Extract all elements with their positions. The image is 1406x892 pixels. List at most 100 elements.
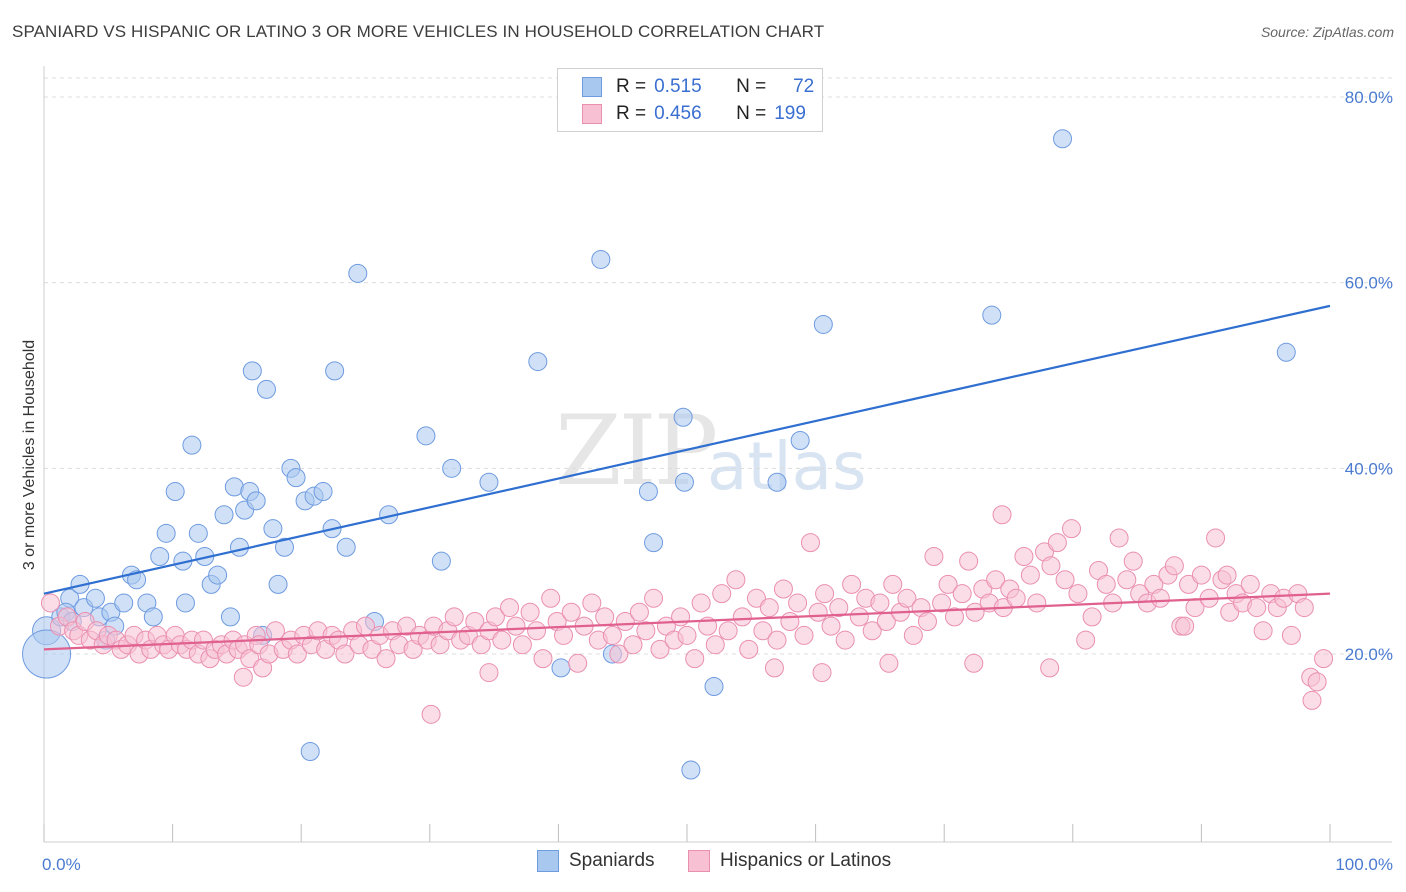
data-point [268,574,288,594]
data-point [732,607,752,627]
data-point [325,361,345,381]
data-point [842,574,862,594]
data-point [986,570,1006,590]
data-point [1179,574,1199,594]
x-tick-label: 100.0% [1335,855,1393,874]
data-point [615,612,635,632]
trend-lines [43,304,1331,651]
y-tick-label: 80.0% [1345,88,1393,107]
data-point [348,263,368,283]
data-point [964,653,984,673]
source-credit: Source: ZipAtlas.com [1260,24,1394,40]
data-point [849,607,869,627]
legend-n-value: 199 [774,103,806,124]
legend-row-spaniards: R = 0.515 N = 72 [582,75,814,99]
data-point [1047,533,1067,553]
legend-r-value: 0.456 [654,103,702,124]
data-point [992,505,1012,525]
data-point [712,584,732,604]
data-point [595,607,615,627]
data-point [1302,690,1322,710]
data-point [127,570,147,590]
data-point [421,704,441,724]
data-point [313,482,333,502]
data-point [444,607,464,627]
legend-row-hispanics: R = 0.456 N = 199 [582,102,814,126]
data-point [780,612,800,632]
data-point [220,607,240,627]
data-point [705,635,725,655]
data-point [335,644,355,664]
data-point [485,607,505,627]
axes [43,66,1392,843]
data-point [636,621,656,641]
data-point [492,630,512,650]
data-point [175,593,195,613]
x-tick-labels: 0.0% 100.0% [42,855,1393,874]
data-point [674,472,694,492]
data-point [1150,588,1170,608]
data-point [397,616,417,636]
data-point [582,593,602,613]
data-point [287,644,307,664]
data-point [739,639,759,659]
data-point [815,584,835,604]
data-point [677,625,697,645]
data-point [431,551,451,571]
legend-n-label: N = [736,103,767,124]
data-point [143,607,163,627]
data-point [554,625,574,645]
data-point [1117,570,1137,590]
data-point [150,547,170,567]
data-point [506,616,526,636]
data-point [982,305,1002,325]
data-point [591,249,611,269]
data-point [944,607,964,627]
data-point [767,472,787,492]
data-point [256,379,276,399]
data-point [1191,565,1211,585]
data-point [182,435,202,455]
legend-r-value: 0.515 [654,76,702,97]
legend-r-label: R = [616,76,647,97]
data-point [1253,621,1273,641]
data-point [214,505,234,525]
data-point [671,607,691,627]
data-point [681,760,701,780]
legend-label-spaniards: Spaniards [569,850,655,871]
data-point [952,584,972,604]
data-point [1055,570,1075,590]
data-point [829,598,849,618]
data-point [883,574,903,594]
y-tick-labels: 80.0% 60.0% 40.0% 20.0% [1345,88,1393,664]
data-point [561,602,581,622]
data-point [442,458,462,478]
data-point [924,547,944,567]
data-point [644,588,664,608]
data-point [242,361,262,381]
data-point [903,625,923,645]
data-point [767,630,787,650]
data-point [520,602,540,622]
data-point [812,663,832,683]
data-point [938,574,958,594]
data-point [263,519,283,539]
legend-n-value: 72 [793,76,815,97]
data-point [1164,556,1184,576]
data-point [897,588,917,608]
data-point [932,593,952,613]
data-point [528,352,548,372]
legend-swatch-hispanics [688,850,710,872]
legend-r-label: R = [616,103,647,124]
data-point [1040,658,1060,678]
data-point [1020,565,1040,585]
data-point [416,426,436,446]
data-point [265,621,285,641]
data-point [753,621,773,641]
legend-swatch-spaniards [537,850,559,872]
data-point [609,644,629,664]
data-point [1276,342,1296,362]
data-point [527,621,547,641]
data-point [813,314,833,334]
